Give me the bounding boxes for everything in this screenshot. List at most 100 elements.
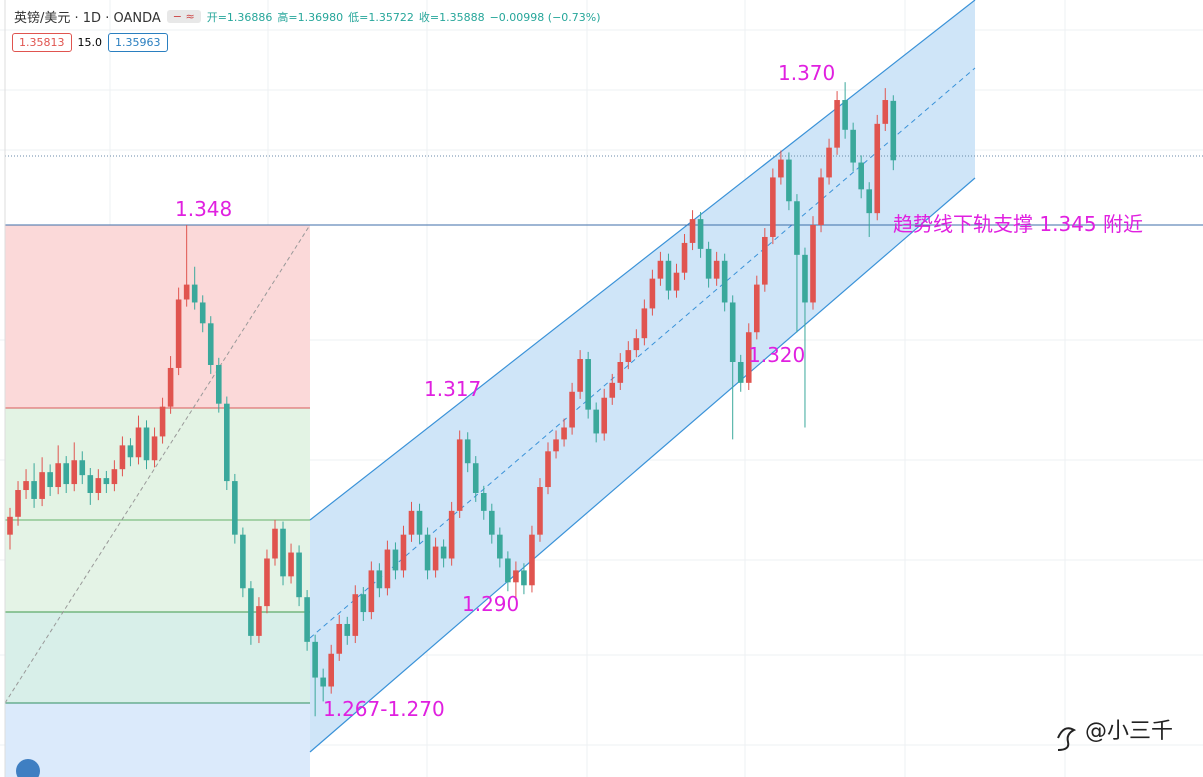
candle-body xyxy=(151,436,158,461)
symbol: 英镑/美元 · 1D · OANDA xyxy=(14,11,161,26)
candle-body xyxy=(368,570,375,613)
annotation: 1.267-1.270 xyxy=(323,697,445,721)
candle-body xyxy=(304,597,310,642)
candle-body xyxy=(296,552,302,598)
candle-body xyxy=(344,623,351,636)
candle-body xyxy=(272,528,278,559)
candle-body xyxy=(753,284,760,333)
candle-body xyxy=(561,427,567,440)
candle-body xyxy=(352,594,359,636)
candle-body xyxy=(850,129,856,163)
candle-body xyxy=(199,302,206,324)
candle-body xyxy=(721,260,728,303)
candle-body xyxy=(424,534,431,571)
annotation: 趋势线下轨支撑 1.345 附近 xyxy=(893,212,1143,236)
candle-body xyxy=(745,332,752,383)
candle-body xyxy=(697,219,704,249)
candle-body xyxy=(95,478,102,493)
ohlc-high: 高=1.36980 xyxy=(277,10,344,24)
candle-body xyxy=(480,492,487,511)
quote-boxes: 1.35813 15.0 1.35963 xyxy=(12,33,168,52)
candle-body xyxy=(633,338,640,351)
header: 英镑/美元 · 1D · OANDA − ≈ 开=1.36886 高=1.3698… xyxy=(14,7,606,26)
candle-body xyxy=(288,552,294,577)
candle-body xyxy=(159,406,166,437)
candle-body xyxy=(240,534,246,589)
candle-body xyxy=(31,481,37,499)
candle-body xyxy=(143,427,150,461)
ohlc-change: −0.00998 (−0.73%) xyxy=(489,10,601,24)
candle-body xyxy=(224,403,230,482)
candle-body xyxy=(858,162,864,190)
candle-body xyxy=(657,260,664,279)
candle-body xyxy=(729,302,736,363)
candle-body xyxy=(456,439,463,511)
annotation: 1.317 xyxy=(424,377,481,401)
candle-body xyxy=(440,546,447,559)
candle-body xyxy=(432,546,439,571)
candle-body xyxy=(392,549,399,571)
candle-body xyxy=(167,367,174,407)
candle-body xyxy=(71,460,78,485)
fib-zones xyxy=(4,224,311,777)
candle-body xyxy=(464,439,471,464)
candle-body xyxy=(63,463,70,485)
candle-body xyxy=(7,516,13,535)
candle-body xyxy=(119,445,126,470)
candle-body xyxy=(521,570,527,586)
candle-body xyxy=(513,570,519,583)
annotation: 1.290 xyxy=(462,592,519,616)
candle-body xyxy=(810,225,816,303)
candle-body xyxy=(818,177,824,226)
candle-body xyxy=(183,284,190,300)
candle-body xyxy=(545,451,551,488)
candle-body xyxy=(256,606,262,636)
toggle[interactable]: − ≈ xyxy=(166,10,201,23)
watermark-logo xyxy=(1057,727,1077,751)
candle-body xyxy=(577,359,583,392)
candle-body xyxy=(320,677,326,687)
candle-body xyxy=(537,487,543,535)
candle-body xyxy=(625,350,632,363)
candle-body xyxy=(553,439,559,452)
candle-body xyxy=(191,284,198,303)
ohlc-low: 低=1.35722 xyxy=(348,10,414,24)
candle-body xyxy=(585,359,591,410)
candle-body xyxy=(312,641,318,678)
candle-body xyxy=(376,570,383,589)
candle-body xyxy=(641,308,648,339)
candle-body xyxy=(834,100,840,148)
watermark: @小三千 xyxy=(1085,719,1173,744)
candle-body xyxy=(408,510,415,535)
candle-body xyxy=(39,472,45,499)
candle-body xyxy=(617,362,624,383)
candle-body xyxy=(232,481,238,535)
candle-body xyxy=(264,558,270,607)
candle-body xyxy=(79,460,86,476)
annotation: 1.348 xyxy=(175,197,232,221)
candle-body xyxy=(15,490,21,517)
candle-body xyxy=(681,242,688,273)
annotation: 1.370 xyxy=(778,61,835,85)
candle-body xyxy=(786,159,792,202)
ohlc-close: 收=1.35888 xyxy=(418,10,485,24)
candle-body xyxy=(103,478,110,485)
candle-body xyxy=(207,323,214,365)
candle-body xyxy=(601,397,608,434)
candle-body xyxy=(866,189,873,214)
annotations: 1.348 1.370 1.317 1.290 1.320 1.267-1.27… xyxy=(175,61,1143,721)
candle-body xyxy=(384,549,391,589)
candle-body xyxy=(175,299,182,368)
ask-box[interactable]: 1.35963 xyxy=(108,33,168,52)
bid-box[interactable]: 1.35813 xyxy=(12,33,72,52)
candle-body xyxy=(649,278,656,309)
candle-body xyxy=(802,254,808,303)
candle-body xyxy=(127,445,134,458)
candle-body xyxy=(770,177,776,237)
candle-body xyxy=(280,528,286,577)
candle-body xyxy=(489,510,495,535)
candle-body xyxy=(529,534,535,586)
